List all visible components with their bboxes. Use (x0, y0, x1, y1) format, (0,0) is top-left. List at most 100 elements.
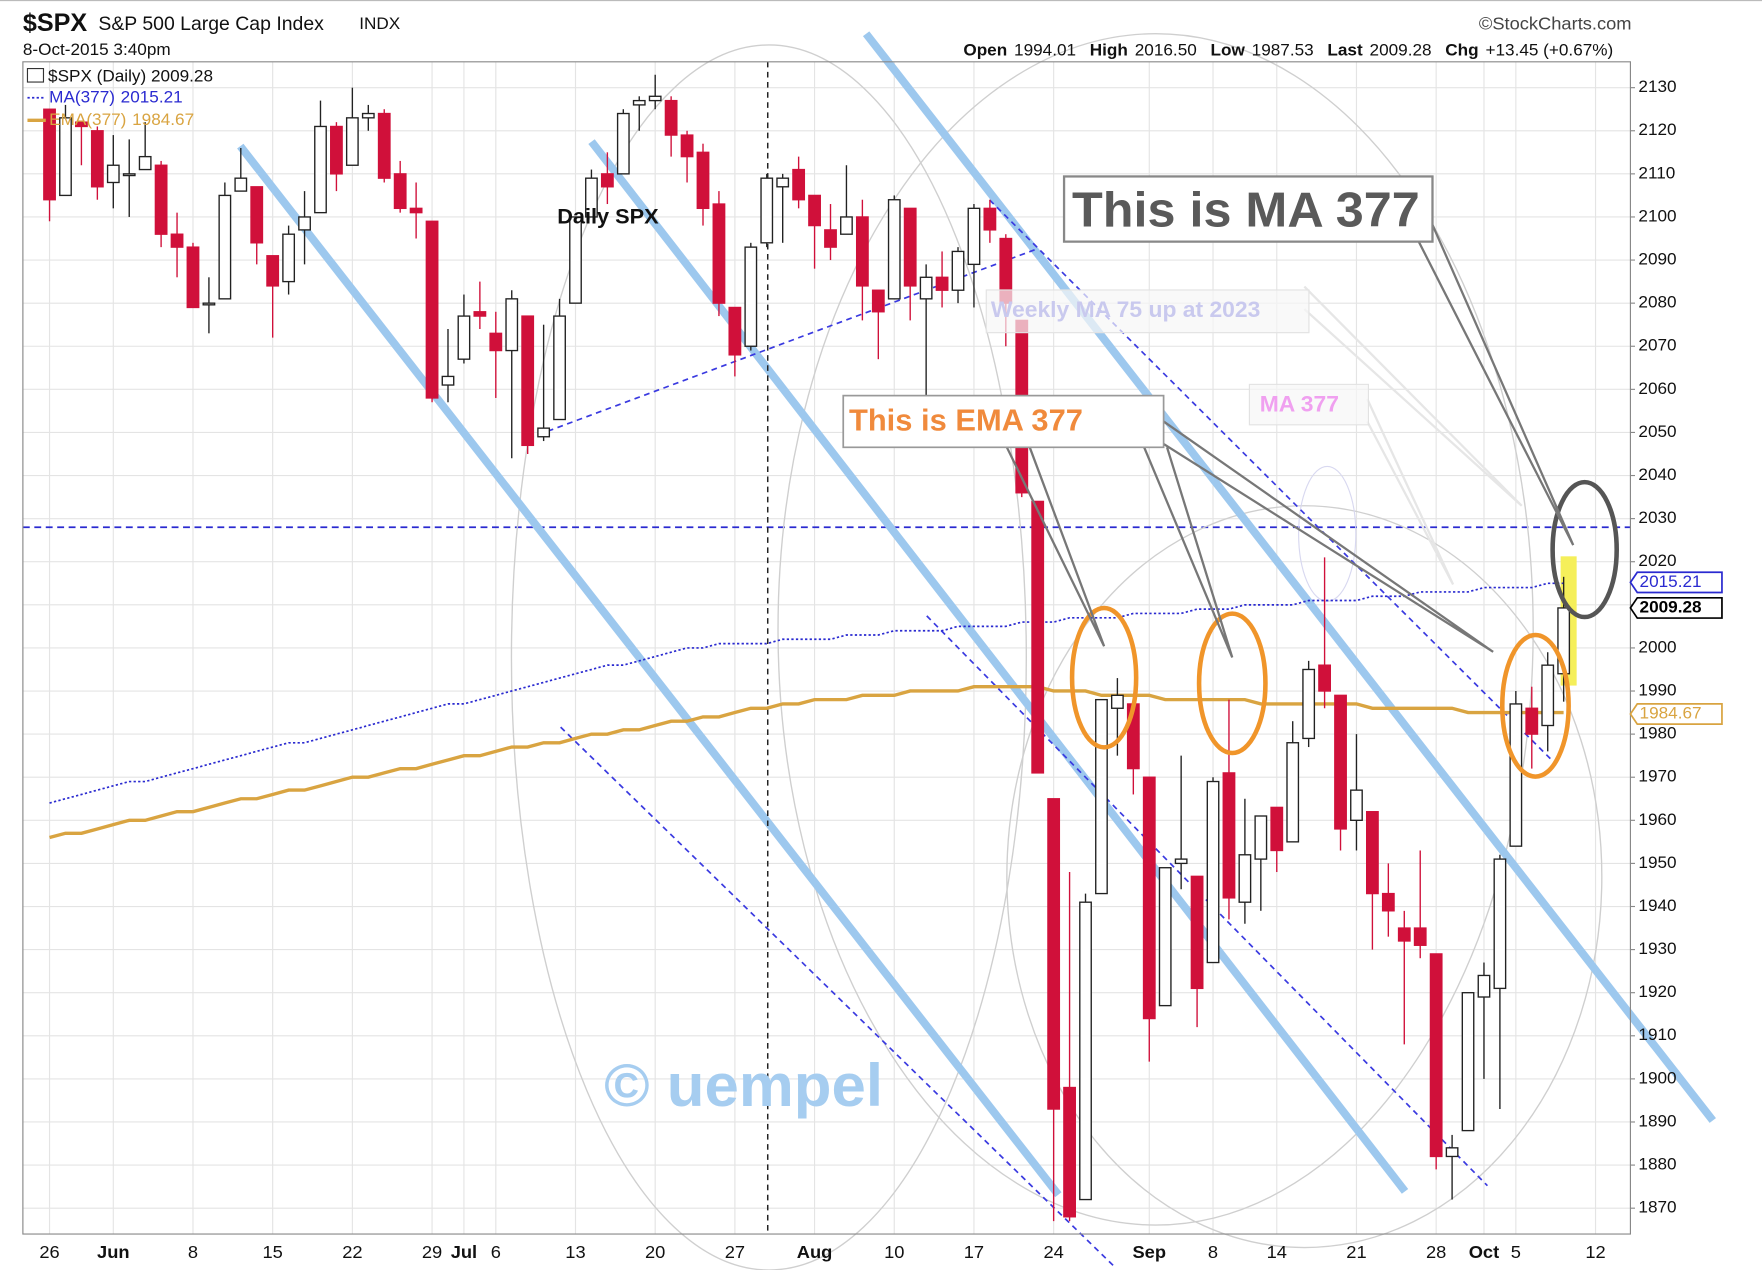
callout-box (1248, 383, 1369, 426)
x-tick-label: 17 (964, 1242, 984, 1262)
legend: $SPX (Daily) 2009.28 MA(377) 2015.21 EMA(3… (26, 66, 213, 129)
y-tick-label: 2110 (1638, 163, 1675, 182)
annotation: This is EMA 377 (849, 404, 1083, 438)
y-tick-label: 2060 (1638, 379, 1676, 398)
candle-body (361, 112, 375, 119)
callout-pointer (1366, 398, 1455, 585)
x-tick-label: 14 (1267, 1242, 1287, 1262)
candle-body (1254, 815, 1268, 860)
candle-body (903, 207, 917, 287)
candle-body (521, 315, 535, 447)
source: ©StockCharts.com (1479, 14, 1632, 34)
x-tick-label: Jul (451, 1242, 477, 1262)
quote-label: Last (1327, 40, 1363, 59)
y-tick-label: 1920 (1638, 982, 1676, 1001)
trend-line (528, 248, 1036, 440)
candle-body (345, 117, 359, 166)
candle-body (696, 151, 710, 210)
price-tag (1629, 703, 1723, 725)
callout-pointer (1143, 446, 1234, 658)
callout-box (1062, 175, 1434, 243)
price-tag-label: 2009.28 (1640, 598, 1702, 617)
candle-body (377, 112, 391, 179)
candle-body (1445, 1147, 1459, 1158)
candle-body (951, 250, 965, 291)
candle-body (1381, 892, 1395, 912)
quote-label: High (1090, 40, 1128, 59)
y-tick-label: 1980 (1638, 724, 1676, 743)
candle-body (824, 229, 837, 248)
candle-body (122, 173, 136, 177)
quote-value: 1994.01 (1014, 40, 1076, 59)
trend-line (560, 726, 1117, 1269)
candle-body (1429, 953, 1443, 1158)
candle-body (1031, 500, 1045, 774)
y-tick-label: 1930 (1638, 939, 1676, 958)
quote-value: 2016.50 (1135, 40, 1197, 59)
quote-label: Open (963, 40, 1007, 59)
legend-name: MA(377) (49, 87, 115, 106)
candle-body (585, 177, 598, 218)
exchange: INDX (359, 14, 400, 33)
timestamp: 8-Oct-2015 3:40pm (23, 40, 171, 59)
candle-body (1110, 694, 1124, 709)
candle-body (473, 311, 487, 317)
x-tick-label: 29 (422, 1242, 442, 1262)
y-tick-label: 2030 (1638, 508, 1676, 527)
watermark: © uempel (604, 1052, 883, 1119)
candle-body (983, 207, 997, 231)
x-tick-label: 15 (262, 1242, 282, 1262)
candle-body (808, 194, 821, 227)
y-tick-label: 2100 (1638, 207, 1676, 226)
candle-body (266, 255, 280, 287)
legend-name: EMA(377) (49, 110, 126, 129)
candle-body (138, 155, 152, 171)
candle-body (553, 315, 566, 421)
candle-body (1142, 776, 1156, 1020)
drawing-ellipse (510, 44, 1027, 1270)
candle-body (887, 199, 901, 300)
candle-body (282, 233, 296, 283)
candle-body (919, 276, 933, 300)
candle-body (1525, 707, 1539, 735)
candle-body (505, 298, 519, 352)
channel-line (237, 143, 1062, 1198)
highlight-ellipse (1550, 479, 1619, 620)
candle-body (967, 207, 981, 266)
channel-line (588, 139, 1409, 1194)
y-tick-label: 2000 (1638, 638, 1676, 657)
candle-body (314, 125, 327, 214)
y-tick-label: 1900 (1638, 1068, 1676, 1087)
legend-label: MA(377) 2015.21 (49, 87, 182, 106)
candle-body (218, 194, 232, 300)
candle-body (1079, 901, 1092, 1201)
candle-body (871, 289, 885, 313)
candle-body (1493, 858, 1507, 990)
annotation: Daily SPX (557, 205, 659, 229)
candle-body (600, 173, 614, 188)
candle-body (664, 99, 678, 136)
y-tick-label: 1910 (1638, 1025, 1676, 1044)
quote-label: Low (1211, 40, 1246, 59)
highlight-ellipse (1499, 632, 1571, 779)
x-tick-label: Sep (1132, 1242, 1166, 1262)
y-tick-label: 2050 (1638, 422, 1676, 441)
candle-body (1174, 858, 1188, 865)
callout-pointer (1162, 420, 1494, 653)
legend-value: 2015.21 (121, 87, 183, 106)
y-tick-label: 1970 (1638, 767, 1676, 786)
x-tick-label: 10 (884, 1242, 904, 1262)
candle-body (935, 276, 949, 291)
candle-body (680, 134, 694, 158)
x-tick-label: Oct (1469, 1242, 1499, 1262)
x-tick-label: 27 (725, 1242, 745, 1262)
candle-body (393, 173, 407, 210)
highlight-ellipse (1196, 611, 1268, 756)
candle-body (457, 315, 471, 360)
y-tick-label: 2040 (1638, 465, 1676, 484)
candle-body (728, 306, 742, 356)
x-tick-label: 26 (39, 1242, 59, 1262)
candle-body (90, 130, 104, 188)
